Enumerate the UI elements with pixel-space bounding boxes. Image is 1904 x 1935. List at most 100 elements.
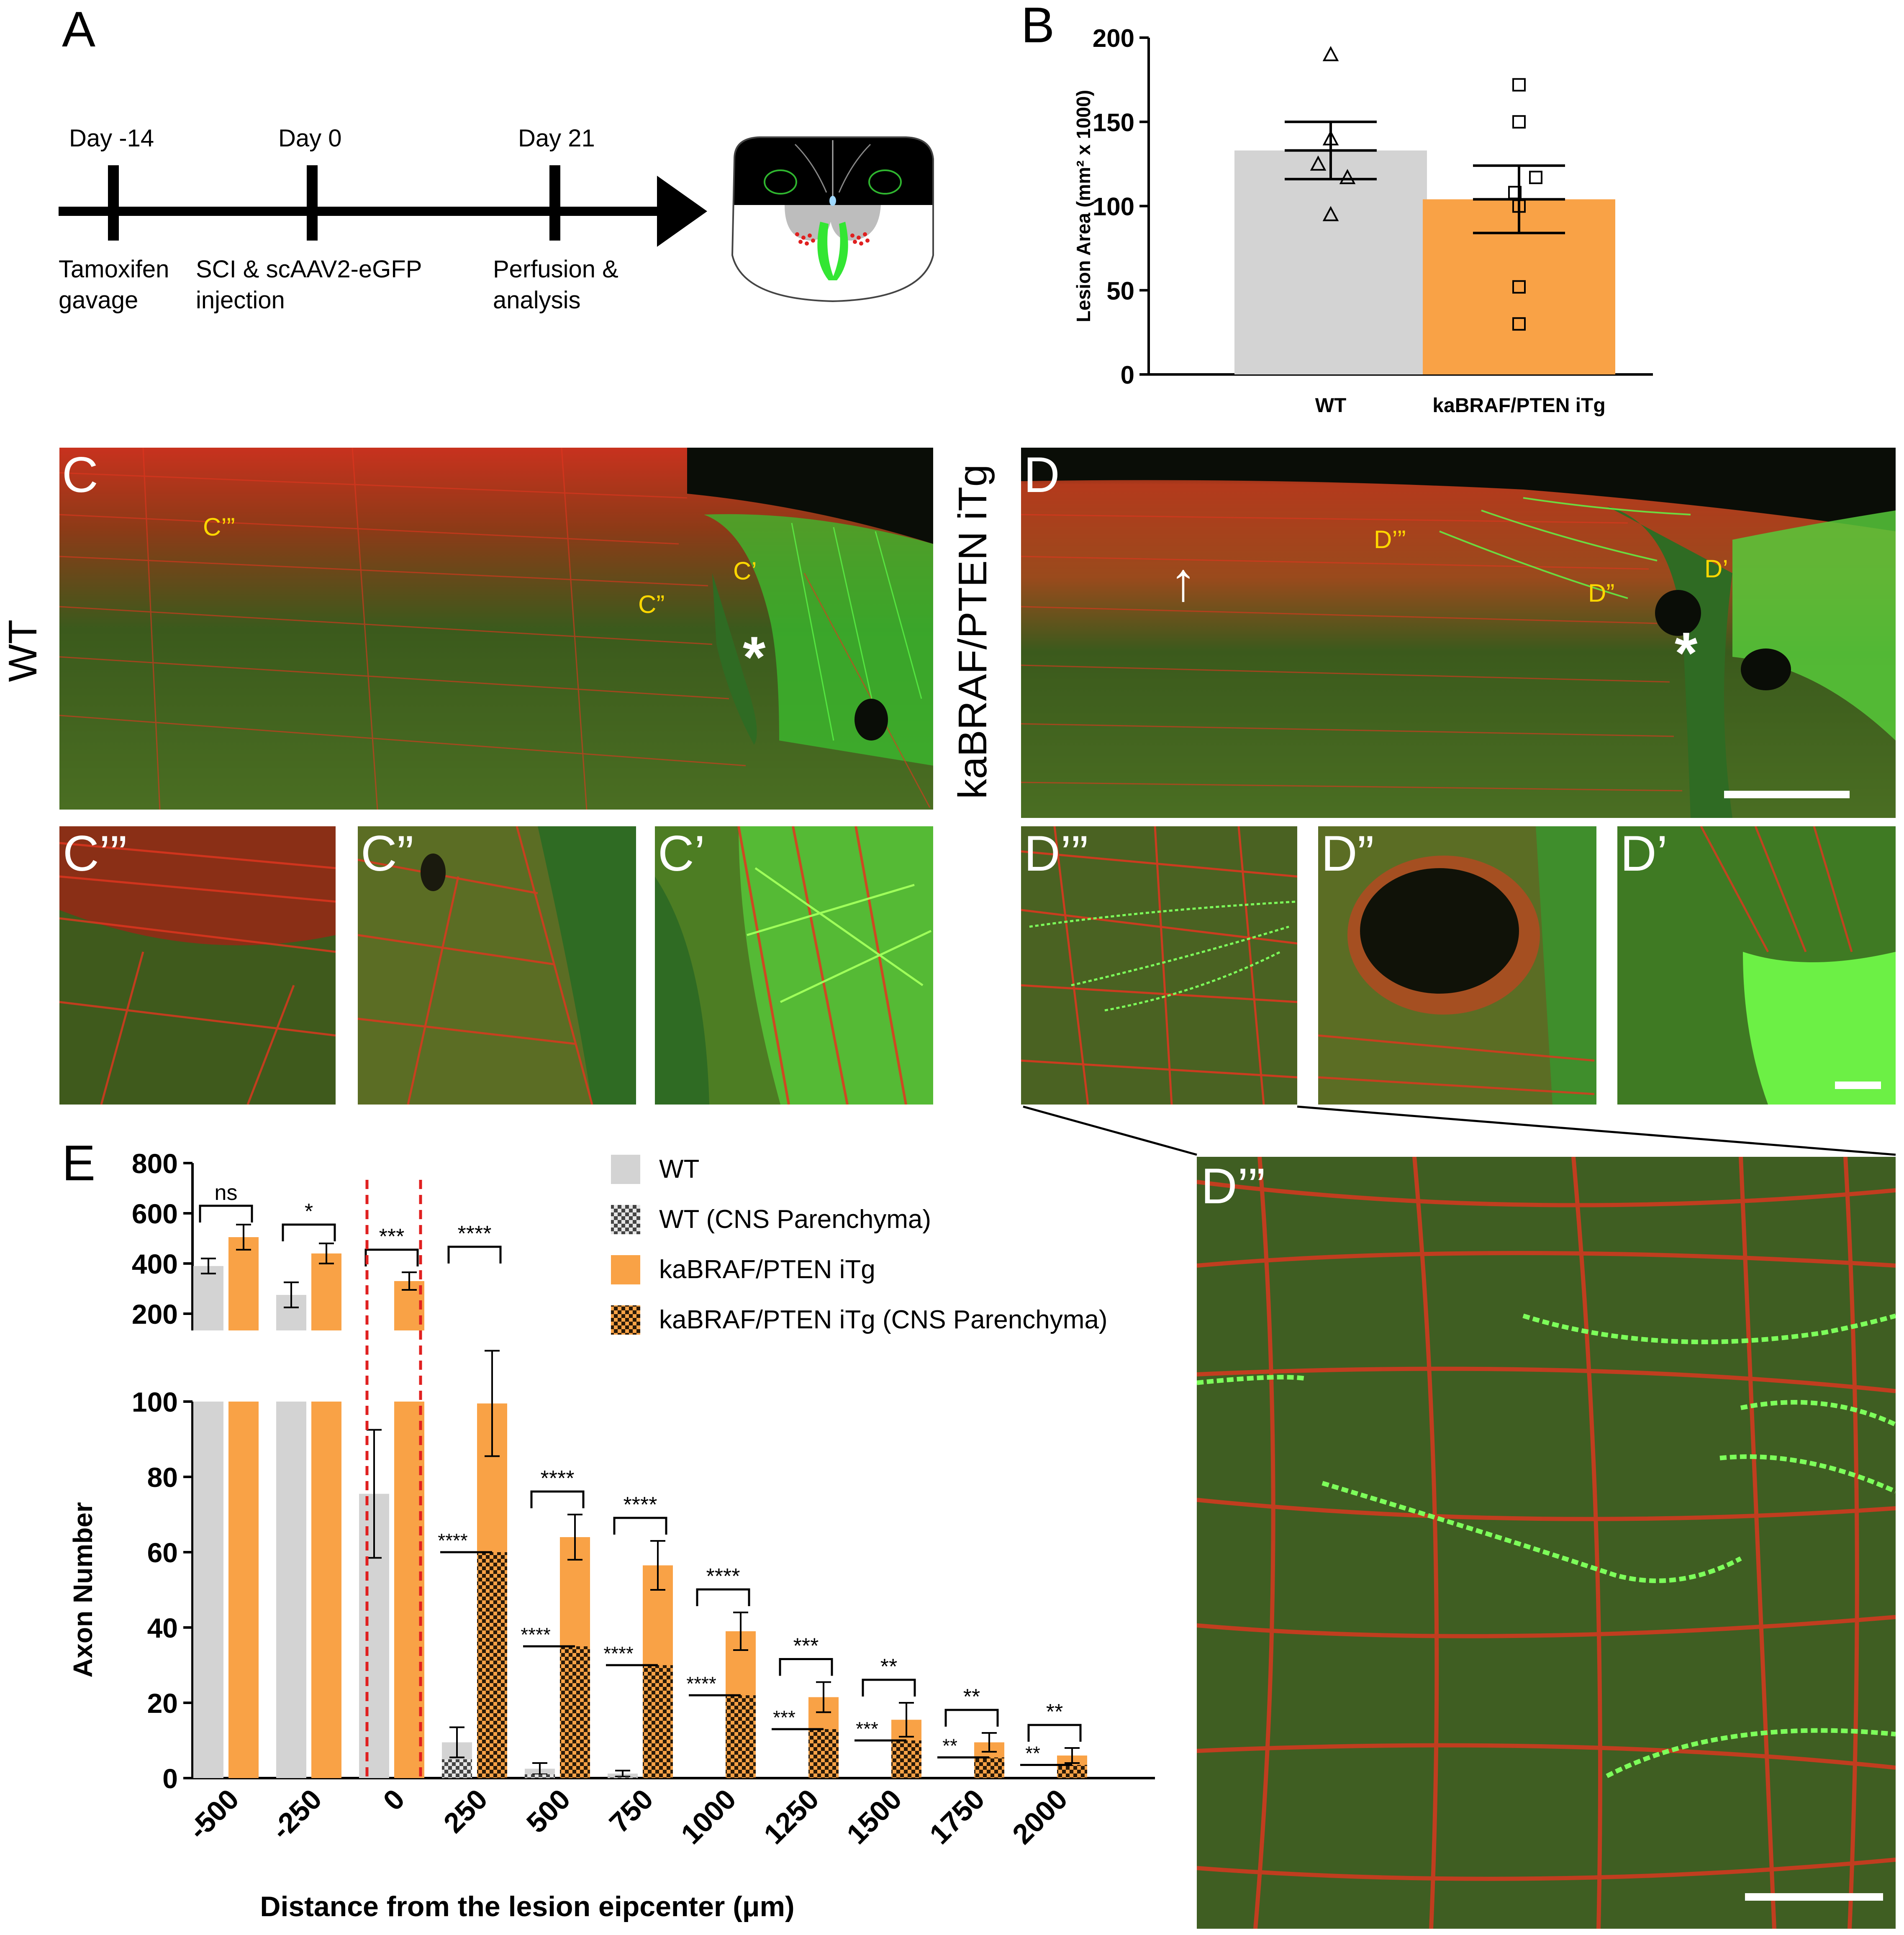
b-point-wt <box>1322 130 1339 146</box>
inset-c1 <box>655 826 933 1105</box>
e-sig-bracket <box>282 1223 336 1241</box>
b-category-label: kaBRAF/PTEN iTg <box>1432 395 1605 417</box>
tick-top-1: Day -14 <box>69 125 154 152</box>
e-xtick-label: 1000 <box>675 1783 742 1850</box>
panel-label-b: B <box>1021 0 1055 53</box>
b-bar <box>1234 150 1427 374</box>
lesion-area-chart: 0 50 100 150 200 WT kaBRAF/PTEN iTg Lesion Area… <box>1073 24 1653 417</box>
e-ytick-label: 200 <box>132 1299 178 1330</box>
e-sig-between: **** <box>624 1493 657 1517</box>
b-ytick-label: 50 <box>1106 277 1134 305</box>
e-sig-bracket <box>696 1588 750 1606</box>
e-bar-tg-upper <box>228 1237 259 1330</box>
e-sig-between: *** <box>379 1225 405 1249</box>
b-point-wt <box>1322 206 1339 221</box>
e-xtick-label: 2000 <box>1006 1783 1074 1850</box>
e-ytick-label: 800 <box>132 1148 178 1179</box>
e-sig-between: ** <box>880 1655 897 1679</box>
tick-bottom-1a: Tamoxifen <box>59 256 169 283</box>
micro-label-c3: C’” <box>203 513 235 541</box>
panel-label-a: A <box>62 1 96 57</box>
e-sig-between: ** <box>963 1685 980 1709</box>
e-bar-wt <box>276 1402 306 1778</box>
inset-d2 <box>1318 826 1596 1105</box>
spinal-cord-schematic <box>731 136 934 302</box>
inset-c3 <box>59 826 336 1105</box>
e-ytick-label: 600 <box>132 1198 178 1229</box>
e-xtick-label: -250 <box>265 1783 328 1846</box>
e-ytick-label: 100 <box>132 1387 178 1417</box>
e-sig-between: **** <box>706 1564 740 1589</box>
timeline-tick-2 <box>307 165 318 241</box>
micro-label-d1: D’ <box>1704 555 1728 583</box>
arrow-d: ↑ <box>1170 551 1197 612</box>
e-bar-tg-parenchyma <box>560 1646 590 1778</box>
e-xtick-label: 1250 <box>758 1783 825 1850</box>
b-point-tg <box>1512 115 1526 129</box>
inset-label-c3: C’” <box>63 825 127 882</box>
micrograph-c <box>59 448 933 810</box>
e-xtick-label: -500 <box>182 1783 245 1846</box>
e-sig-between: ns <box>215 1181 238 1205</box>
inset-label-d2: D” <box>1321 825 1374 882</box>
e-y-axis-label: Axon Number <box>68 1502 98 1678</box>
timeline-tick-1 <box>108 165 119 241</box>
e-ytick-label: 0 <box>162 1763 178 1794</box>
e-bar-tg-parenchyma <box>808 1729 839 1778</box>
e-sig-bracket <box>613 1517 667 1535</box>
micro-label-d: D <box>1024 447 1060 503</box>
e-sig-between: *** <box>793 1634 819 1658</box>
e-sig-bracket <box>1027 1724 1082 1742</box>
e-bar-tg-parenchyma <box>643 1665 673 1778</box>
b-point-wt <box>1339 169 1356 185</box>
e-xtick-label: 250 <box>438 1783 494 1839</box>
e-bar-wt-parenchyma <box>442 1759 472 1778</box>
micrograph-d <box>1021 448 1896 818</box>
b-ytick-label: 150 <box>1093 108 1134 136</box>
b-point-tg <box>1512 317 1526 331</box>
e-legend-label: kaBRAF/PTEN iTg (CNS Parenchyma) <box>659 1305 1107 1334</box>
b-point-wt <box>1310 155 1327 171</box>
e-bar-tg <box>311 1402 341 1778</box>
e-bar-tg-parenchyma <box>726 1695 756 1778</box>
e-sig-bracket <box>862 1679 916 1697</box>
e-sig-parenchyma: *** <box>856 1718 878 1740</box>
lesion-asterisk-d: * <box>1675 620 1698 686</box>
e-bar-tg-parenchyma <box>974 1757 1004 1778</box>
micro-label-c1: C’ <box>733 557 757 585</box>
e-xtick-label: 1750 <box>924 1783 991 1850</box>
micro-label-d3: D’” <box>1374 525 1406 554</box>
e-sig-bracket <box>199 1205 253 1223</box>
e-bar-wt-parenchyma <box>525 1774 555 1778</box>
micro-label-c2: C” <box>638 590 665 618</box>
e-legend-label: WT (CNS Parenchyma) <box>659 1205 931 1234</box>
e-ytick-label: 20 <box>147 1688 178 1719</box>
e-sig-bracket <box>364 1248 419 1266</box>
e-bar-wt-upper <box>193 1266 223 1330</box>
b-point-tg <box>1529 171 1542 185</box>
tick-bottom-2b: injection <box>196 287 285 314</box>
zoom-label-d3: D’” <box>1201 1158 1265 1214</box>
b-ytick-label: 100 <box>1093 193 1134 221</box>
tick-bottom-1b: gavage <box>59 287 139 314</box>
b-point-tg <box>1512 199 1526 213</box>
inset-label-c2: C” <box>361 825 414 882</box>
inset-c2 <box>358 826 636 1105</box>
e-sig-parenchyma: **** <box>521 1624 551 1645</box>
e-sig-parenchyma: ** <box>942 1735 957 1757</box>
timeline-tick-3 <box>549 165 560 241</box>
b-y-axis-label: Lesion Area (mm² x 1000) <box>1073 90 1094 323</box>
e-sig-between: * <box>305 1199 313 1224</box>
b-point-tg <box>1512 280 1526 294</box>
e-bar-wt-parenchyma <box>608 1777 638 1778</box>
e-x-axis-label: Distance from the lesion eipcenter (μm) <box>260 1891 794 1922</box>
inset-d1 <box>1617 826 1896 1105</box>
e-sig-bracket <box>779 1658 833 1676</box>
e-bar-tg <box>228 1402 259 1778</box>
e-xtick-label: 750 <box>603 1783 659 1839</box>
timeline <box>59 165 707 247</box>
e-sig-parenchyma: **** <box>438 1530 468 1551</box>
b-category-label: WT <box>1315 395 1347 417</box>
e-sig-parenchyma: ** <box>1025 1743 1040 1764</box>
